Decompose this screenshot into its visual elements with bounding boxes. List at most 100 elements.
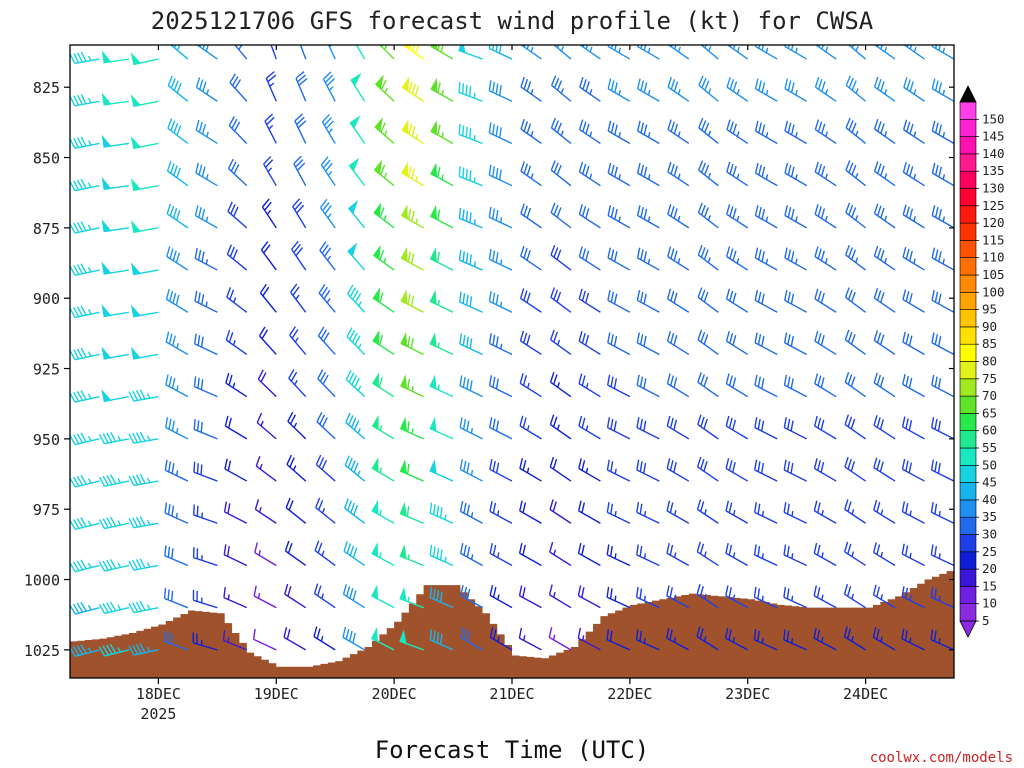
barb-flag <box>469 212 472 223</box>
barb-pennant <box>372 287 381 303</box>
barb-flag <box>252 628 256 640</box>
barb-flag <box>934 461 938 472</box>
barb-shaft <box>666 425 690 440</box>
wind-barb <box>374 117 395 144</box>
barb-flag <box>345 412 351 423</box>
wind-barb <box>228 116 248 144</box>
barb-flag <box>938 166 943 178</box>
barb-shaft <box>133 606 159 614</box>
wind-barb <box>520 245 542 271</box>
wind-barb <box>725 330 749 356</box>
colorbar-swatch <box>959 274 977 293</box>
wind-barb <box>577 627 601 651</box>
barb-shaft <box>697 339 719 356</box>
wind-barb <box>814 373 837 398</box>
barb-flag <box>495 125 499 137</box>
barb-flag <box>495 336 499 347</box>
barb-shaft <box>166 213 189 229</box>
wind-barb <box>725 500 749 524</box>
barb-shaft <box>606 596 631 609</box>
barb-flag <box>784 78 789 89</box>
barb-flag <box>98 561 106 572</box>
barb-flag <box>636 544 639 555</box>
barb-shaft <box>70 607 71 609</box>
barb-half-flag <box>618 131 621 138</box>
wind-barb <box>636 544 660 567</box>
barb-flag <box>48 55 53 64</box>
wind-barb <box>192 632 218 651</box>
barb-flag <box>166 246 171 257</box>
barb-flag <box>267 74 277 83</box>
barb-flag <box>291 329 299 339</box>
barb-shaft <box>666 637 690 651</box>
barb-flag <box>581 544 585 556</box>
barb-flag <box>98 646 106 657</box>
barb-shaft <box>697 508 719 524</box>
barb-flag <box>70 477 76 488</box>
barb-shaft <box>133 564 159 571</box>
barb-flag <box>550 75 557 86</box>
barb-flag <box>222 630 226 641</box>
barb-flag <box>98 604 106 614</box>
barb-flag <box>726 161 731 173</box>
barb-flag <box>700 331 706 343</box>
barb-flag <box>847 331 853 343</box>
barb-flag <box>169 205 175 217</box>
wind-barb <box>931 374 954 398</box>
barb-flag <box>198 164 203 176</box>
wind-barb <box>70 136 100 149</box>
barb-half-flag <box>320 636 324 642</box>
barb-flag <box>354 335 361 346</box>
barb-shaft <box>193 642 218 651</box>
barb-shaft <box>166 255 189 271</box>
colorbar-tick-label: 10 <box>982 596 997 611</box>
barb-flag <box>323 71 332 80</box>
colorbar-tick-label: 100 <box>982 284 1005 299</box>
wind-barb <box>458 249 483 271</box>
barb-flag <box>873 245 879 257</box>
barb-half-flag <box>761 553 764 559</box>
barb-shaft <box>814 298 837 313</box>
colorbar-swatch <box>959 170 977 189</box>
wind-barb <box>578 161 601 187</box>
barb-flag <box>549 541 554 553</box>
wind-barb <box>901 586 925 609</box>
barb-flag <box>176 167 181 178</box>
barb-flag <box>606 501 610 513</box>
barb-half-flag <box>673 594 677 601</box>
barb-flag <box>931 289 935 301</box>
barb-flag <box>323 289 331 300</box>
barb-flag <box>876 290 882 301</box>
barb-flag <box>673 334 678 346</box>
barb-flag <box>758 45 761 49</box>
barb-flag <box>489 543 493 554</box>
barb-flag <box>758 207 762 218</box>
barb-flag <box>908 293 913 304</box>
barb-flag <box>526 207 532 219</box>
barb-shaft <box>844 551 866 567</box>
barb-flag <box>669 460 674 471</box>
barb-flag <box>847 543 852 555</box>
barb-flag <box>492 81 495 93</box>
barb-flag <box>640 207 644 218</box>
barb-flag <box>696 456 702 468</box>
terrain-surface <box>70 568 954 678</box>
barb-half-flag <box>589 89 593 95</box>
barb-flag <box>905 418 909 429</box>
barb-half-flag <box>117 477 122 484</box>
barb-flag <box>128 645 135 656</box>
barb-flag <box>163 630 166 642</box>
barb-flag <box>844 456 849 468</box>
wind-barbs-layer <box>48 45 954 658</box>
barb-flag <box>72 519 80 529</box>
barb-flag <box>760 462 765 474</box>
wind-barb <box>70 185 71 187</box>
barb-flag <box>429 587 433 598</box>
barb-flag <box>700 247 706 258</box>
wind-barb <box>696 626 719 651</box>
barb-shaft <box>489 426 513 440</box>
chart-title: 2025121706 GFS forecast wind profile (kt… <box>151 7 874 35</box>
colorbar-tick-label: 105 <box>982 267 1005 282</box>
barb-flag <box>548 627 553 638</box>
wind-barb <box>872 542 896 567</box>
